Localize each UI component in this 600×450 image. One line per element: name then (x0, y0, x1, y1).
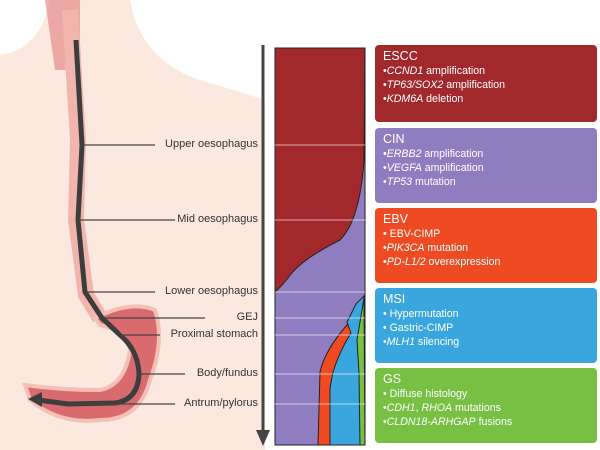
subtype-feature: •PIK3CA mutation (383, 242, 468, 255)
subtype-feature: • Gastric-CIMP (383, 322, 454, 335)
subtype-title: GS (383, 372, 402, 386)
site-label: Lower oesophagus (165, 285, 258, 297)
subtype-feature: •CLDN18-ARHGAP fusions (383, 416, 513, 429)
site-label: Upper oesophagus (165, 138, 258, 150)
subtype-box-gs: GS • Diffuse histology •CDH1, RHOA mutatio… (375, 368, 597, 443)
subtype-feature: •TP53 mutation (383, 176, 456, 189)
subtype-feature: •PD-L1/2 overexpression (383, 256, 501, 269)
subtype-title: MSI (383, 292, 406, 306)
axis-arrowhead-icon (256, 430, 270, 446)
subtype-feature: • Hypermutation (383, 308, 459, 320)
site-label: Mid oesophagus (177, 213, 258, 225)
subtype-feature: •KDM6A deletion (383, 93, 464, 106)
subtype-feature: •VEGFA amplification (383, 162, 484, 175)
site-label: Proximal stomach (170, 328, 258, 340)
site-label: Antrum/pylorus (184, 397, 258, 409)
subtype-feature: •CDH1, RHOA mutations (383, 402, 501, 415)
subtype-title: CIN (383, 132, 405, 146)
subtype-title: EBV (383, 212, 409, 226)
subtype-box-cin: CIN •ERBB2 amplification •VEGFA amplificat… (375, 128, 597, 203)
subtype-feature: • Diffuse histology (383, 388, 468, 400)
subtype-feature: •MLH1 silencing (383, 336, 460, 349)
subtype-box-msi: MSI • Hypermutation • Gastric-CIMP •MLH1 si… (375, 288, 597, 363)
subtype-feature: • EBV-CIMP (383, 228, 441, 240)
subtype-title: ESCC (383, 49, 418, 63)
stream-msi (329, 294, 366, 446)
subtype-stream (274, 47, 366, 446)
subtype-feature: •ERBB2 amplification (383, 148, 484, 160)
site-gridlines (275, 144, 365, 405)
endoscope-path (37, 39, 142, 407)
site-label: Body/fundus (196, 367, 258, 379)
subtype-feature: •CCND1 amplification (383, 65, 486, 77)
subtype-box-escc: ESCC •CCND1 amplification •TP63/SOX2 ampli… (375, 45, 597, 122)
body-silhouette (0, 0, 265, 450)
leader-lines (68, 144, 205, 405)
endoscope-arrowhead (28, 392, 42, 407)
subtype-box-ebv: EBV • EBV-CIMP •PIK3CA mutation •PD-L1/2 ov… (375, 208, 597, 283)
stream-escc (274, 47, 366, 294)
subtype-feature: •TP63/SOX2 amplification (383, 79, 506, 92)
site-label: GEJ (236, 311, 258, 323)
